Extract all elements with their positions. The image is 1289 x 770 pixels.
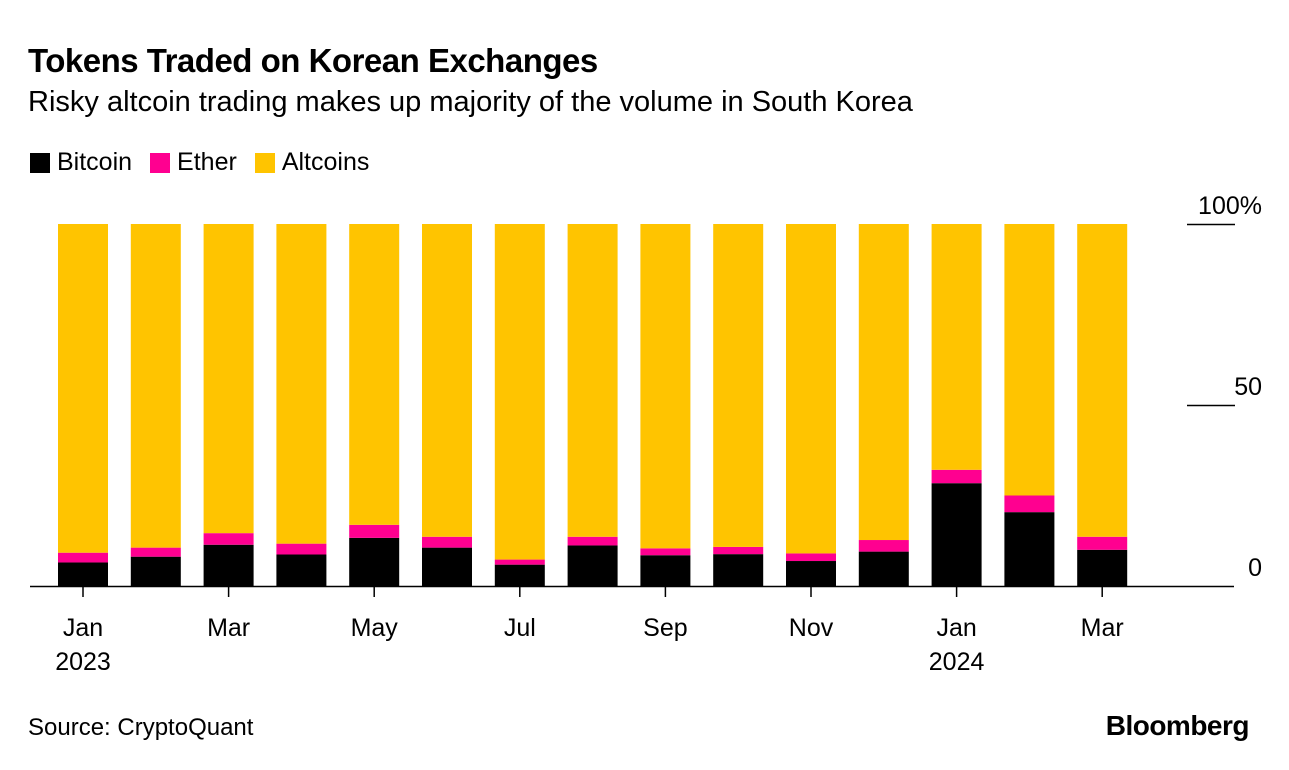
bar-bitcoin bbox=[494, 564, 545, 586]
bar-ether bbox=[58, 552, 108, 563]
bar-bitcoin bbox=[58, 562, 108, 586]
bar-bitcoin bbox=[276, 554, 327, 586]
bar-bitcoin bbox=[567, 545, 618, 586]
bar-bitcoin bbox=[931, 483, 982, 586]
bar-altcoins bbox=[786, 224, 836, 554]
legend-label: Ether bbox=[177, 148, 237, 176]
bar-altcoins bbox=[494, 224, 545, 560]
bar-altcoins bbox=[1004, 224, 1055, 496]
bar-bitcoin bbox=[1077, 549, 1128, 586]
legend: Bitcoin Ether Altcoins bbox=[30, 148, 369, 177]
bar-ether bbox=[786, 553, 836, 562]
bar-ether bbox=[203, 533, 254, 545]
x-tick-label: Jan bbox=[936, 614, 976, 642]
legend-swatch bbox=[254, 152, 275, 173]
bar-bitcoin bbox=[858, 551, 909, 586]
bar-bitcoin bbox=[713, 554, 764, 586]
bar-altcoins bbox=[58, 224, 108, 553]
x-tick-label: Jul bbox=[504, 614, 536, 642]
bar-altcoins bbox=[858, 224, 909, 541]
x-tick-label: Sep bbox=[643, 614, 687, 642]
bar-altcoins bbox=[931, 224, 982, 470]
legend-item-ether: Ether bbox=[150, 148, 237, 177]
legend-swatch bbox=[150, 152, 171, 173]
y-tick-label: 100% bbox=[1198, 192, 1262, 220]
bar-ether bbox=[567, 536, 618, 546]
bar-bitcoin bbox=[1004, 512, 1055, 586]
bar-ether bbox=[349, 524, 400, 538]
bar-altcoins bbox=[203, 224, 254, 534]
bar-ether bbox=[494, 559, 545, 565]
legend-item-bitcoin: Bitcoin bbox=[30, 148, 132, 177]
bar-ether bbox=[931, 469, 982, 484]
bar-altcoins bbox=[1077, 224, 1128, 537]
x-tick-label: Mar bbox=[207, 614, 250, 642]
bar-ether bbox=[1077, 536, 1128, 550]
x-tick-label: Nov bbox=[789, 614, 834, 642]
y-tick-label: 50 bbox=[1234, 373, 1262, 401]
bar-altcoins bbox=[640, 224, 691, 549]
bar-altcoins bbox=[713, 224, 764, 547]
legend-label: Altcoins bbox=[281, 148, 370, 176]
bar-ether bbox=[130, 547, 181, 557]
bar-altcoins bbox=[276, 224, 327, 544]
chart-title: Tokens Traded on Korean Exchanges bbox=[28, 42, 598, 79]
bar-bitcoin bbox=[422, 547, 472, 586]
bar-ether bbox=[713, 546, 764, 555]
x-tick-label: May bbox=[351, 614, 399, 642]
bar-bitcoin bbox=[130, 556, 181, 586]
bar-altcoins bbox=[349, 224, 400, 525]
source-note: Source: CryptoQuant bbox=[28, 714, 254, 741]
bar-altcoins bbox=[567, 224, 618, 537]
bar-bitcoin bbox=[786, 561, 836, 586]
bar-altcoins bbox=[422, 224, 472, 537]
x-tick-label: Jan bbox=[63, 614, 103, 642]
bar-ether bbox=[858, 540, 909, 552]
bar-bitcoin bbox=[203, 544, 254, 586]
bar-ether bbox=[276, 543, 327, 555]
bar-ether bbox=[422, 536, 472, 548]
bloomberg-logo: Bloomberg bbox=[1105, 710, 1250, 741]
bar-bitcoin bbox=[640, 555, 691, 586]
bar-ether bbox=[640, 548, 691, 556]
legend-swatch bbox=[30, 152, 50, 173]
x-tick-year-label: 2023 bbox=[55, 648, 111, 676]
bar-ether bbox=[1004, 495, 1055, 513]
chart-subtitle: Risky altcoin trading makes up majority … bbox=[28, 86, 913, 118]
x-tick-label: Mar bbox=[1081, 614, 1124, 642]
legend-item-altcoins: Altcoins bbox=[254, 148, 370, 177]
bar-bitcoin bbox=[349, 537, 400, 586]
legend-label: Bitcoin bbox=[57, 148, 133, 176]
bar-altcoins bbox=[130, 224, 181, 548]
y-tick-label: 0 bbox=[1248, 554, 1262, 582]
x-tick-year-label: 2024 bbox=[929, 648, 985, 676]
